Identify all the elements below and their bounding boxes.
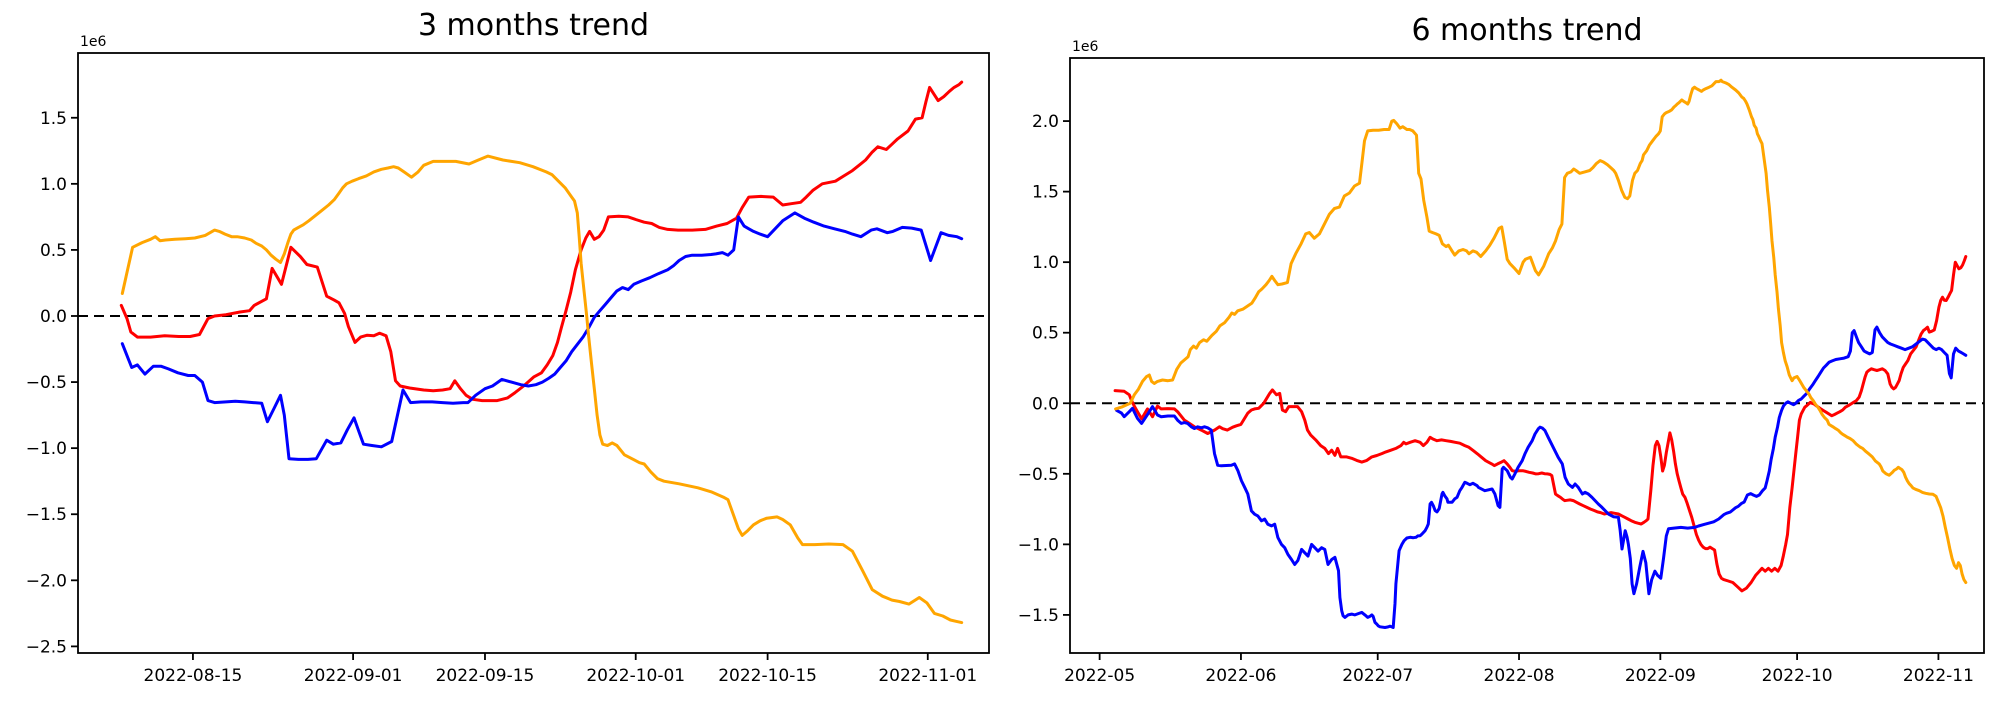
x-tick-label: 2022-09-01 — [304, 666, 403, 686]
plot-border — [77, 52, 990, 654]
series-line-blue — [1115, 325, 1968, 629]
y-tick-label: 0.5 — [1032, 324, 1059, 344]
x-tick-label: 2022-11-01 — [878, 666, 977, 686]
x-tick-label: 2022-08 — [1484, 666, 1555, 686]
series-line-red — [1113, 255, 1968, 593]
chart-3-months-trend: 3 months trend 1e6 1.5 1.0 0.5 0.0 −0.5 −1.0 −1.… — [26, 8, 990, 686]
y-tick-label: 1.5 — [40, 109, 67, 129]
axis-offset-label: 1e6 — [80, 34, 107, 50]
y-tick-label: 0.0 — [1032, 394, 1059, 414]
x-tick-label: 2022-10-01 — [586, 666, 685, 686]
x-tick-label: 2022-07 — [1342, 666, 1413, 686]
x-tick-label: 2022-08-15 — [144, 666, 243, 686]
series-line-orange — [120, 154, 964, 625]
axis-offset-label: 1e6 — [1072, 39, 1099, 55]
y-tick-label: 2.0 — [1032, 112, 1059, 132]
chart-title: 3 months trend — [418, 8, 649, 43]
y-tick-label: −1.0 — [1018, 535, 1059, 555]
y-tick-label: 1.0 — [40, 175, 67, 195]
y-tick-label: −1.5 — [26, 505, 67, 525]
y-tick-label: −1.0 — [26, 439, 67, 459]
x-tick-label: 2022-11 — [1903, 666, 1974, 686]
x-tick-label: 2022-06 — [1205, 666, 1276, 686]
x-tick-label: 2022-10-15 — [718, 666, 817, 686]
series-line-red — [119, 80, 964, 403]
y-tick-label: 0.5 — [40, 241, 67, 261]
series-line-blue — [120, 211, 964, 461]
chart-6-months-trend: 6 months trend 1e6 2.0 1.5 1.0 0.5 0.0 −0.5 −1.0… — [1018, 13, 1985, 686]
plot-border — [1069, 57, 1985, 654]
chart-title: 6 months trend — [1411, 13, 1642, 48]
y-tick-label: 0.0 — [40, 307, 67, 327]
y-tick-label: −1.5 — [1018, 606, 1059, 626]
x-tick-label: 2022-05 — [1064, 666, 1135, 686]
x-tick-label: 2022-09-15 — [436, 666, 535, 686]
y-tick-label: −2.0 — [26, 571, 67, 591]
y-tick-label: −0.5 — [26, 373, 67, 393]
x-tick-label: 2022-10 — [1762, 666, 1833, 686]
x-tick-label: 2022-09 — [1625, 666, 1696, 686]
y-tick-label: −2.5 — [26, 637, 67, 657]
y-tick-label: 1.0 — [1032, 253, 1059, 273]
y-tick-label: 1.5 — [1032, 183, 1059, 203]
y-tick-label: −0.5 — [1018, 465, 1059, 485]
series-line-orange — [1114, 78, 1968, 584]
